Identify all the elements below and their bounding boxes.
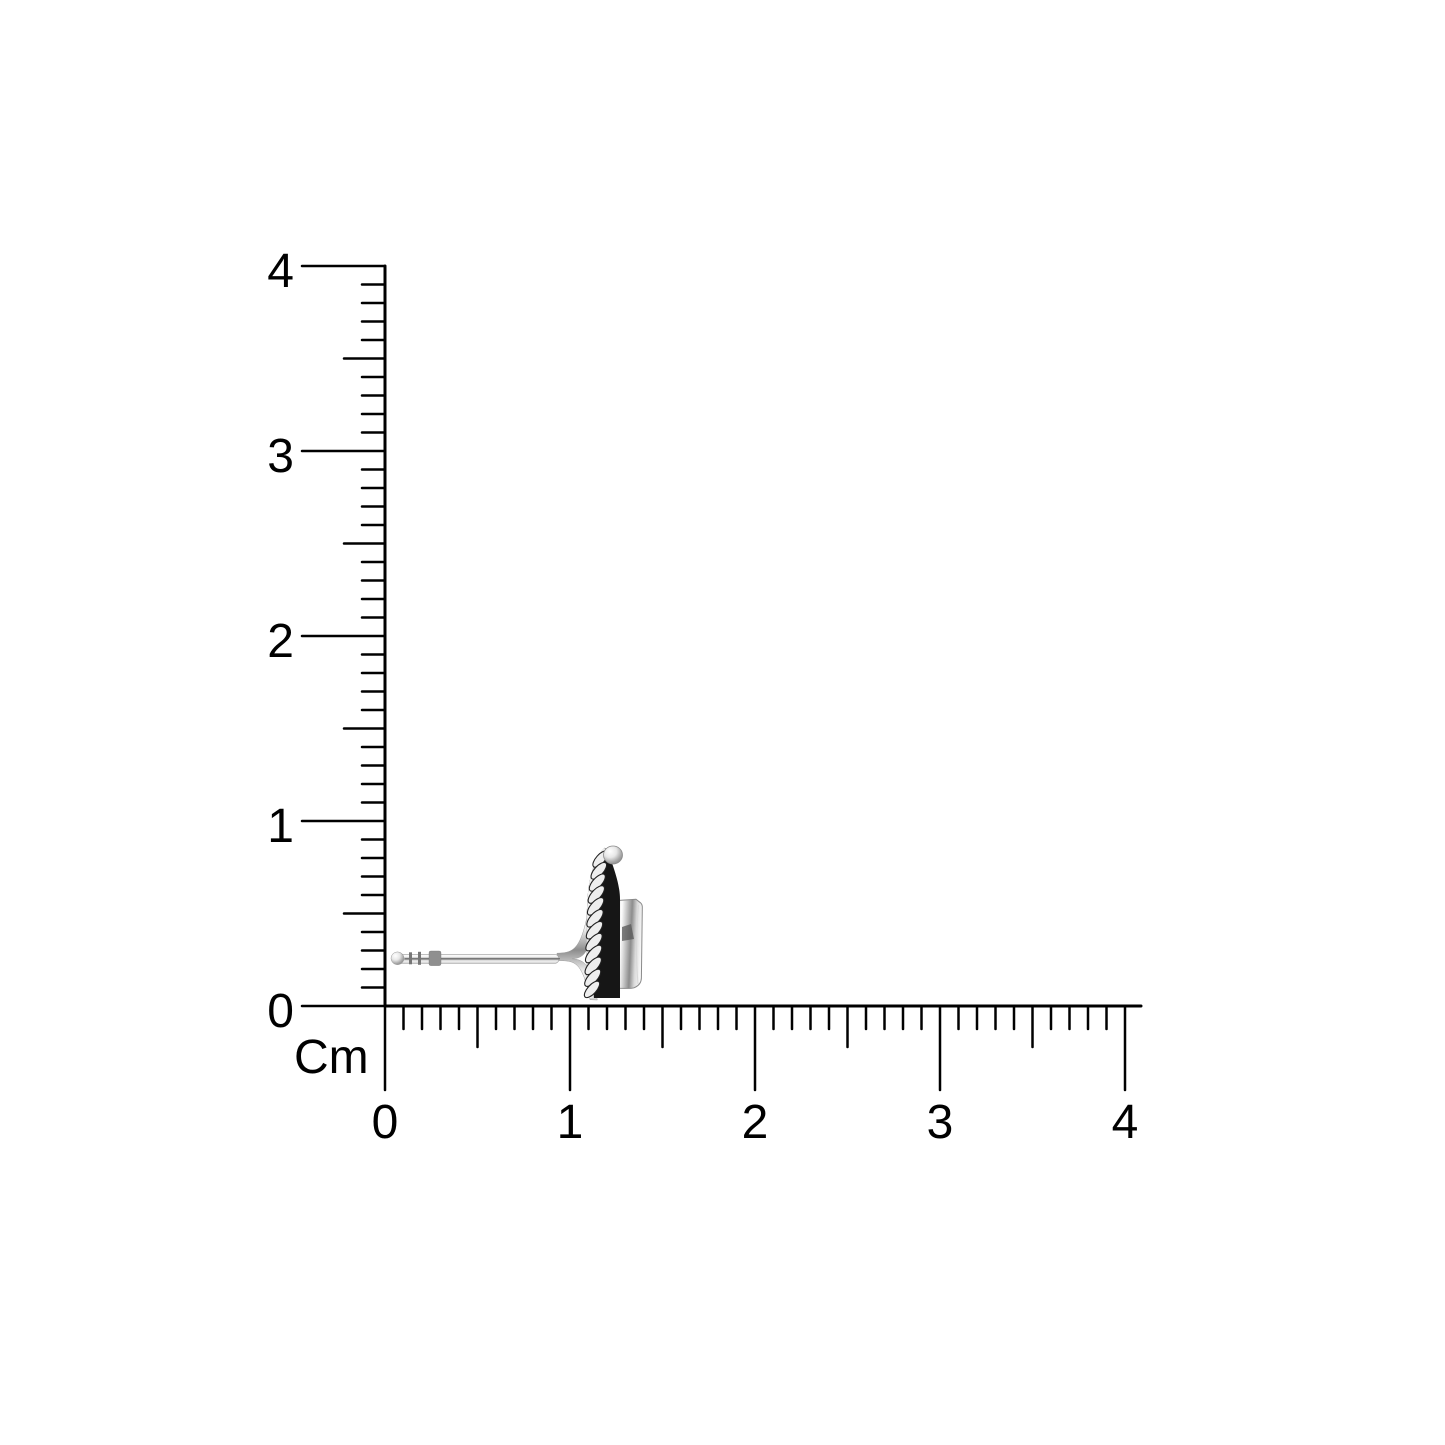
- svg-text:2: 2: [267, 615, 294, 668]
- svg-text:4: 4: [267, 245, 294, 298]
- svg-text:0: 0: [267, 985, 294, 1038]
- svg-text:2: 2: [742, 1096, 769, 1149]
- svg-text:3: 3: [267, 430, 294, 483]
- svg-text:1: 1: [557, 1096, 584, 1149]
- svg-text:1: 1: [267, 800, 294, 853]
- svg-text:4: 4: [1112, 1096, 1139, 1149]
- svg-text:0: 0: [372, 1096, 399, 1149]
- svg-text:3: 3: [927, 1096, 954, 1149]
- svg-text:Cm: Cm: [294, 1031, 369, 1084]
